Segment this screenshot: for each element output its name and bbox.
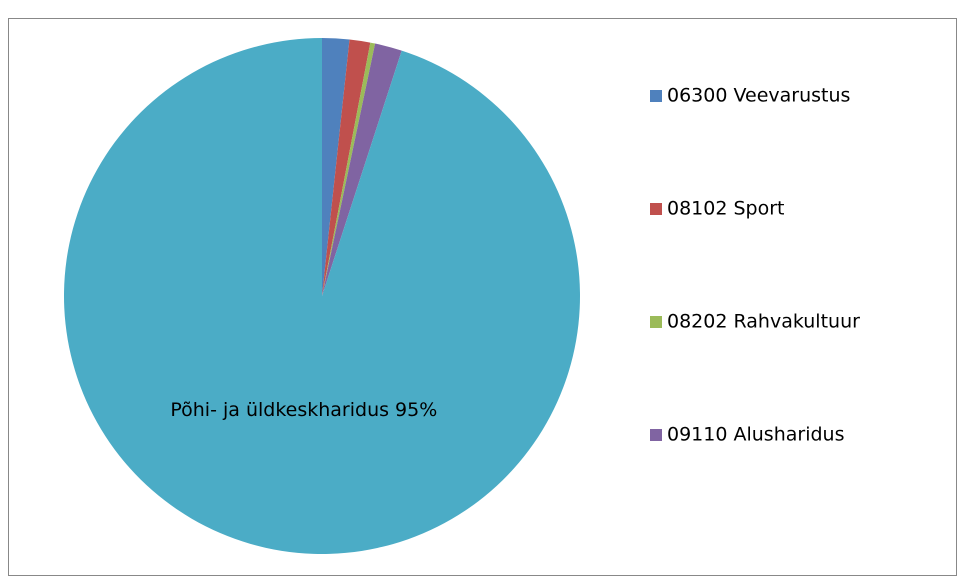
pie-slice bbox=[322, 39, 371, 296]
legend-swatch bbox=[650, 90, 662, 102]
pie-slice bbox=[63, 38, 580, 555]
legend-swatch bbox=[650, 203, 662, 215]
legend-label: 08102 Sport bbox=[667, 198, 785, 220]
pie-slice bbox=[322, 42, 376, 297]
legend-swatch bbox=[650, 316, 662, 328]
legend-swatch bbox=[650, 429, 662, 441]
legend-label: 08202 Rahvakultuur bbox=[667, 311, 860, 333]
pie-slice bbox=[322, 38, 350, 296]
data-label: Põhi- ja üldkeskharidus 95% bbox=[170, 399, 437, 421]
legend-label: 09110 Alusharidus bbox=[667, 424, 844, 446]
pie-slice bbox=[322, 43, 402, 297]
legend-label: 06300 Veevarustus bbox=[667, 85, 850, 107]
